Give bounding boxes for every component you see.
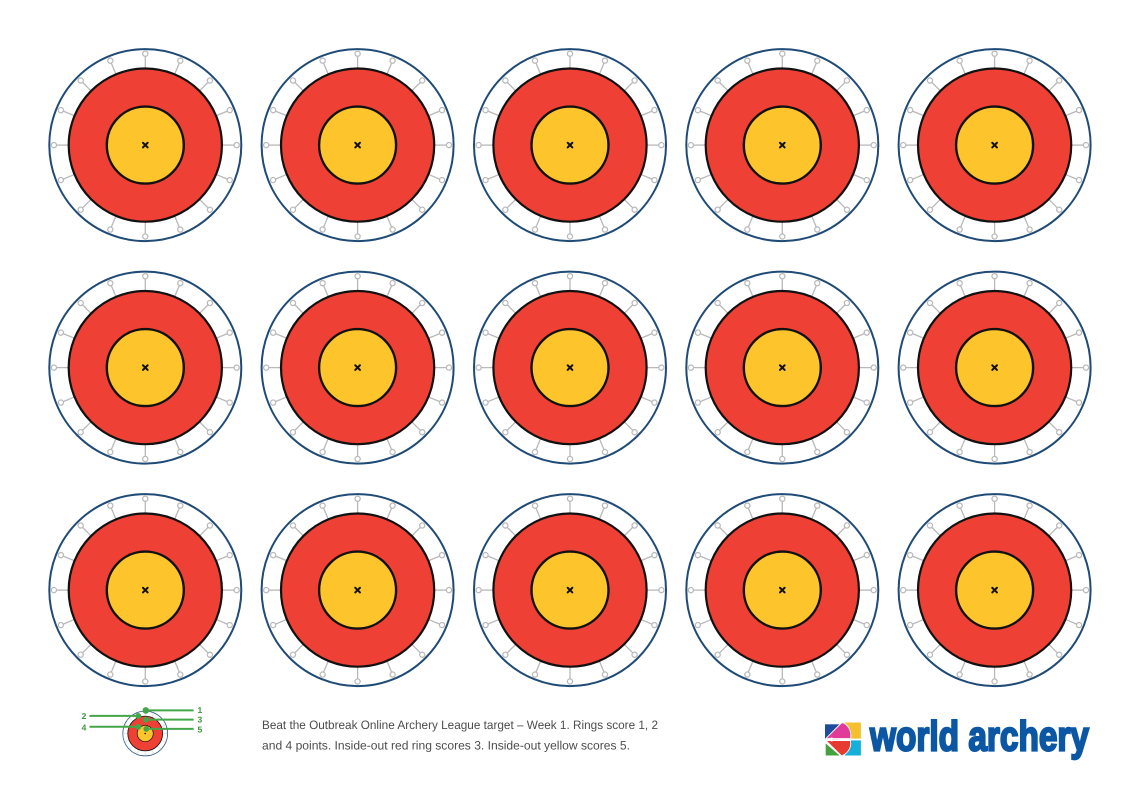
svg-text:4: 4 — [82, 723, 87, 733]
svg-text:Beat the Outbreak Online Arche: Beat the Outbreak Online Archery League … — [262, 718, 658, 732]
svg-text:and 4 points. Inside-out red r: and 4 points. Inside-out red ring scores… — [262, 739, 630, 753]
svg-text:2: 2 — [82, 711, 87, 721]
svg-text:5: 5 — [198, 724, 203, 734]
svg-text:1: 1 — [198, 705, 203, 715]
svg-text:world archery: world archery — [869, 713, 1089, 760]
svg-text:3: 3 — [198, 715, 203, 725]
